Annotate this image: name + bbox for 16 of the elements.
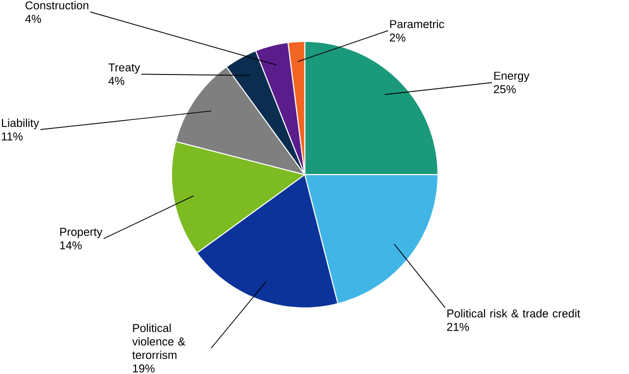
slice-label: Energy — [494, 72, 530, 82]
data-label: 25% — [494, 85, 516, 94]
slice-label: Political violence & terorrism — [132, 324, 186, 360]
data-label: 2% — [390, 34, 406, 42]
slice-label: Parametric — [390, 20, 444, 28]
slice-label: Construction — [26, 1, 88, 10]
data-label: 19% — [133, 364, 155, 373]
slice-label: Property — [60, 228, 102, 238]
data-label: 4% — [25, 15, 42, 24]
data-label: 21% — [447, 323, 469, 332]
slice-label: Treaty — [108, 64, 140, 74]
slice-label: Liability — [2, 118, 40, 130]
data-label: 14% — [60, 242, 82, 250]
data-label: 11% — [2, 132, 23, 141]
data-label: 4% — [108, 77, 124, 86]
slice-label: Political risk & trade credit — [447, 309, 580, 318]
